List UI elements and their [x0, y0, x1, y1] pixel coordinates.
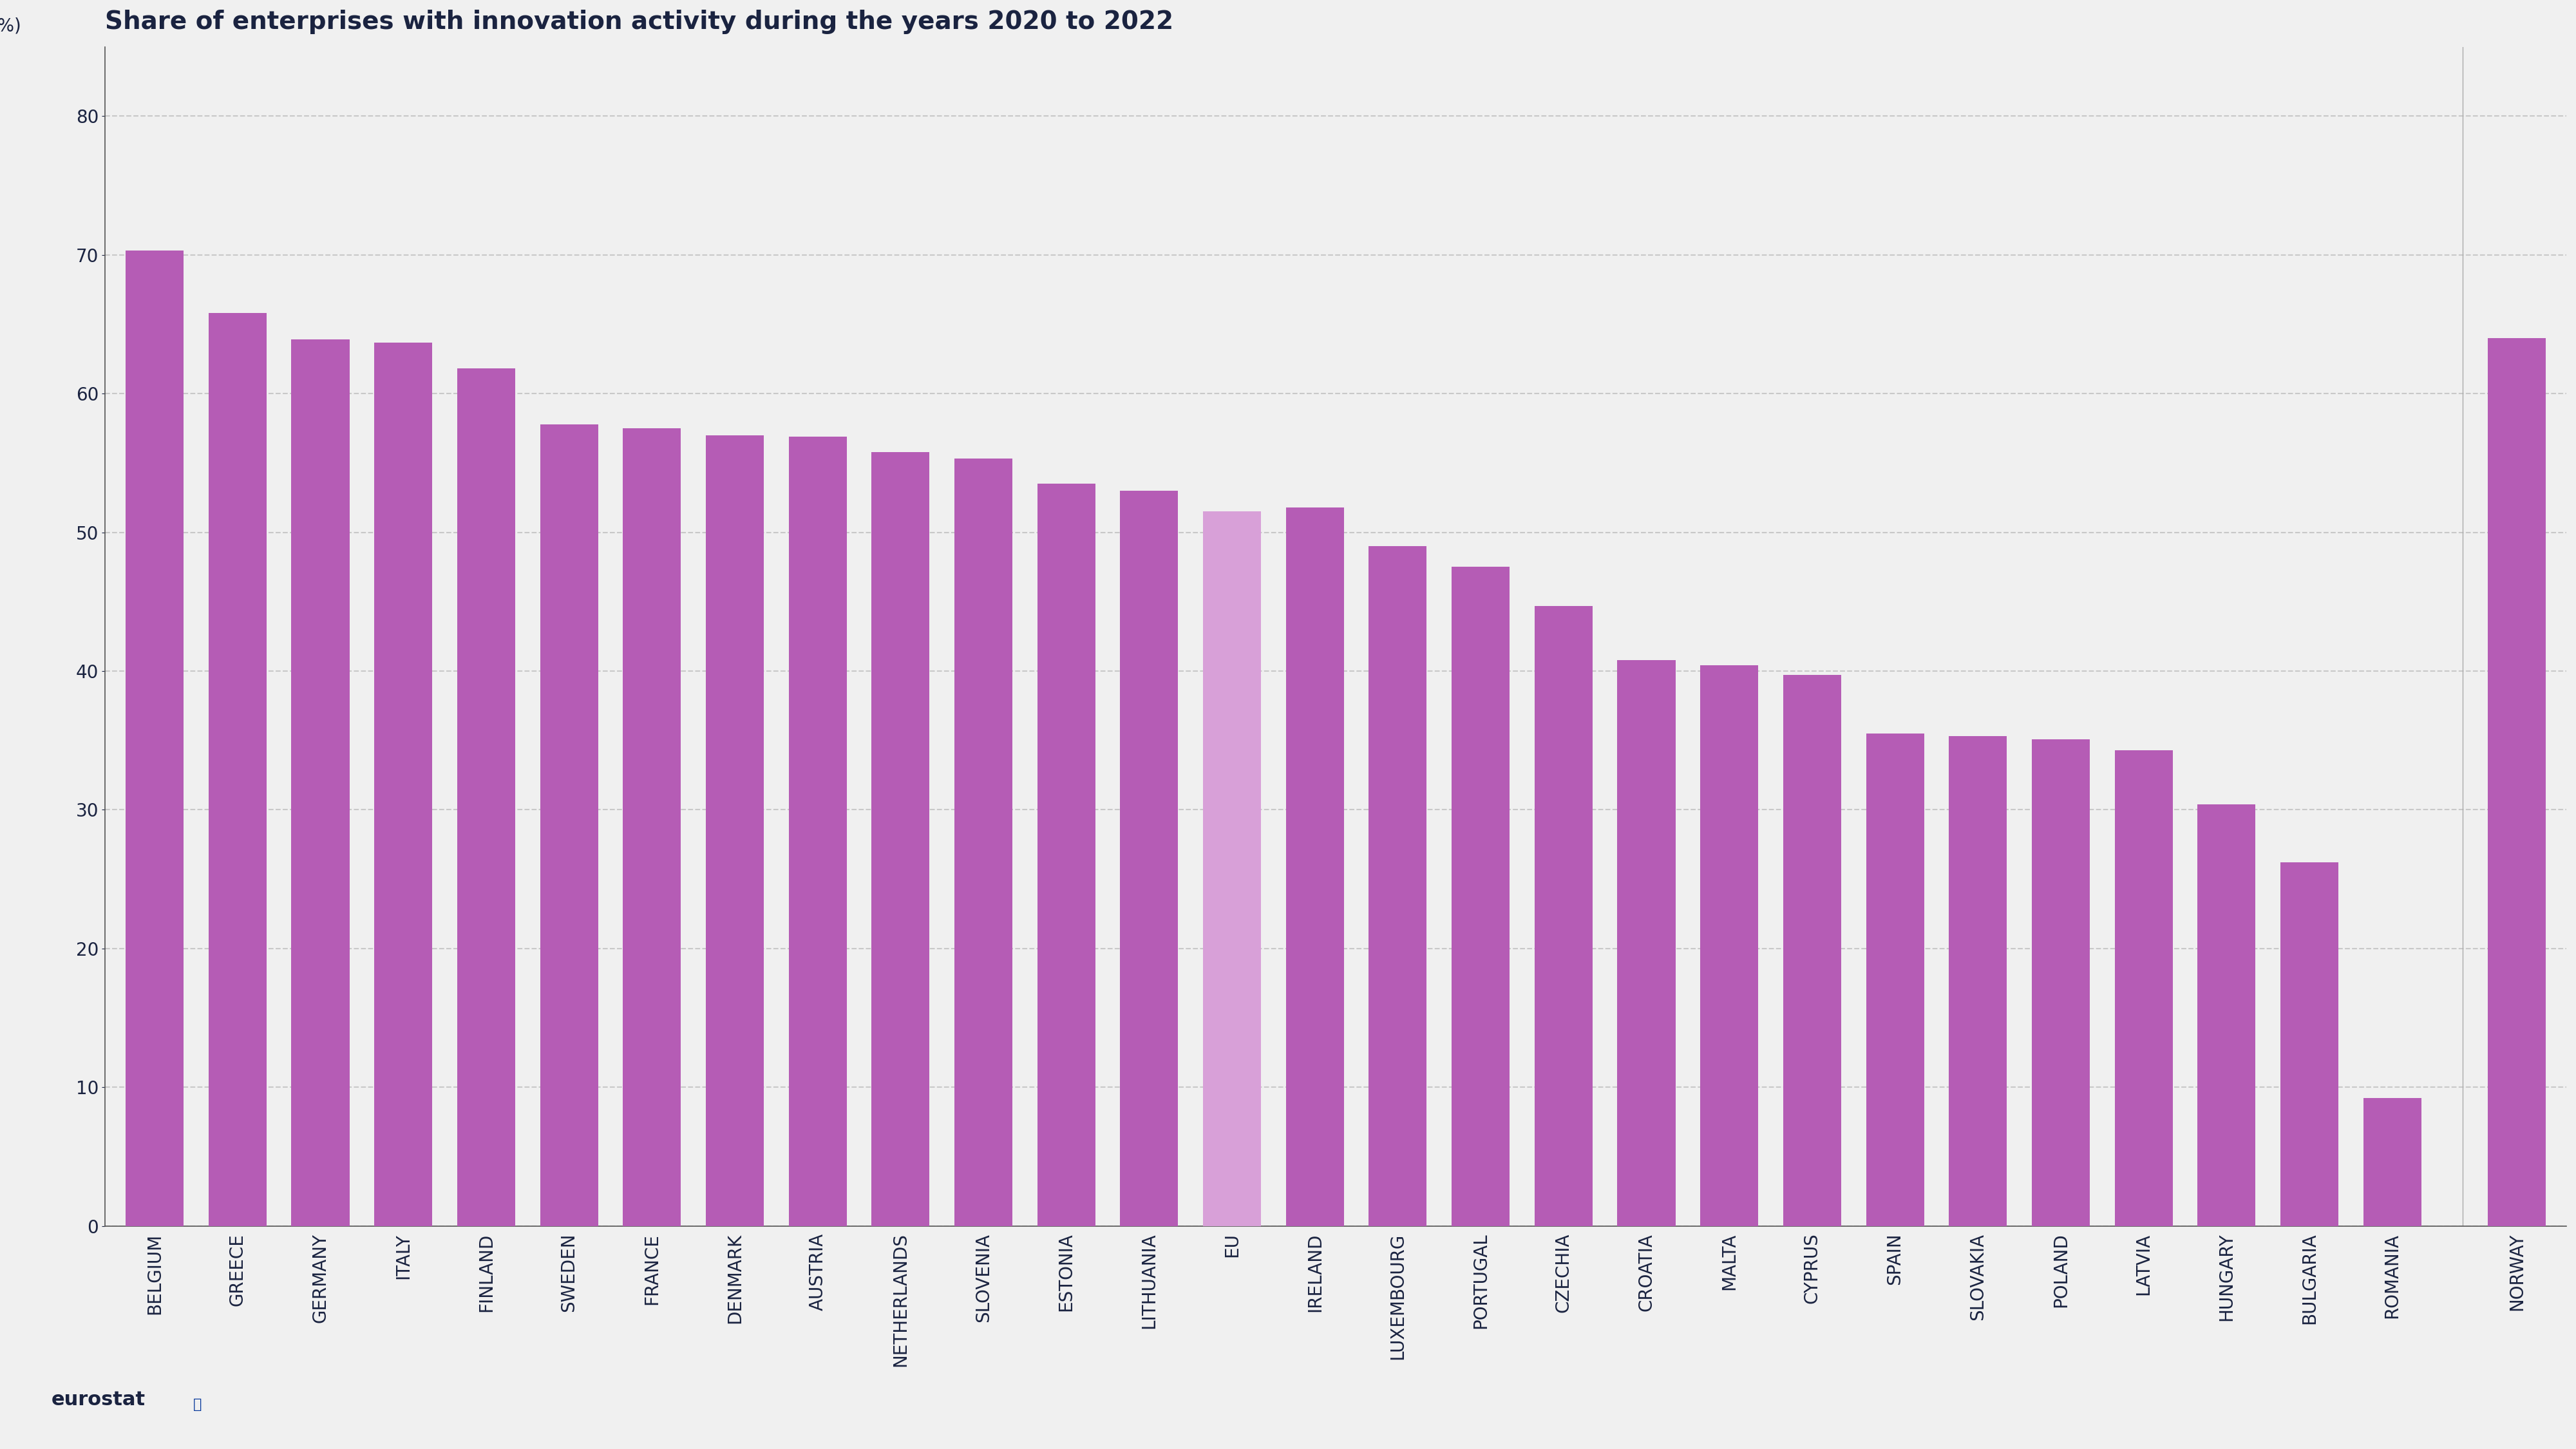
Text: Share of enterprises with innovation activity during the years 2020 to 2022: Share of enterprises with innovation act…: [106, 10, 1175, 35]
Bar: [2488, 338, 2545, 1226]
Bar: [456, 368, 515, 1226]
Bar: [126, 251, 183, 1226]
Bar: [1121, 491, 1177, 1226]
Bar: [1038, 484, 1095, 1226]
Bar: [2280, 862, 2339, 1226]
Bar: [706, 435, 762, 1226]
Bar: [2032, 739, 2089, 1226]
Bar: [1285, 507, 1345, 1226]
Bar: [541, 425, 598, 1226]
Text: eurostat: eurostat: [52, 1391, 147, 1410]
Bar: [623, 429, 680, 1226]
Bar: [291, 339, 350, 1226]
Bar: [209, 313, 265, 1226]
Bar: [1453, 567, 1510, 1226]
Bar: [953, 459, 1012, 1226]
Bar: [788, 436, 848, 1226]
Bar: [871, 452, 930, 1226]
Bar: [1203, 511, 1262, 1226]
Bar: [1535, 606, 1592, 1226]
Bar: [2362, 1098, 2421, 1226]
Bar: [1368, 546, 1427, 1226]
Bar: [2115, 751, 2172, 1226]
Bar: [1783, 675, 1842, 1226]
Bar: [1865, 733, 1924, 1226]
Bar: [2197, 804, 2257, 1226]
Y-axis label: (%): (%): [0, 17, 21, 35]
Bar: [1700, 665, 1759, 1226]
Text: ⬛: ⬛: [193, 1398, 201, 1411]
Bar: [374, 342, 433, 1226]
Bar: [1618, 659, 1674, 1226]
Bar: [1950, 736, 2007, 1226]
